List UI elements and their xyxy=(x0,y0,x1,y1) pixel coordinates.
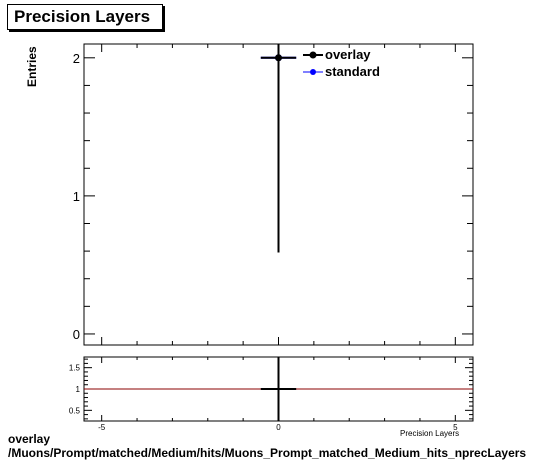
legend-entry-overlay: overlay xyxy=(303,47,393,63)
x-axis-label: Precision Layers xyxy=(400,429,460,438)
data-point-overlay xyxy=(275,54,282,62)
legend-marker-overlay-icon xyxy=(303,51,323,59)
main-y-tick-label: 0 xyxy=(73,327,80,342)
ratio-x-tick-label: 5 xyxy=(453,423,458,432)
main-y-tick-label: 2 xyxy=(73,51,80,66)
legend-entry-standard: standard xyxy=(303,64,393,80)
y-axis-label: Entries xyxy=(25,46,39,87)
main-y-tick-label: 1 xyxy=(73,189,80,204)
chart-title: Precision Layers xyxy=(14,7,151,26)
legend-marker-standard-icon xyxy=(303,69,323,75)
footer-line-2: /Muons/Prompt/matched/Medium/hits/Muons_… xyxy=(8,446,527,460)
chart-title-box: Precision Layers xyxy=(7,4,163,30)
ratio-y-tick-label: 0.5 xyxy=(69,406,81,415)
footer-line-1: overlay xyxy=(8,432,51,446)
ratio-x-tick-label: 0 xyxy=(276,423,281,432)
ratio-y-tick-label: 1.5 xyxy=(69,364,81,373)
ratio-y-tick-label: 1 xyxy=(76,385,81,394)
legend-label-overlay: overlay xyxy=(325,47,371,62)
ratio-x-tick-label: -5 xyxy=(98,423,106,432)
legend-label-standard: standard xyxy=(325,64,380,79)
